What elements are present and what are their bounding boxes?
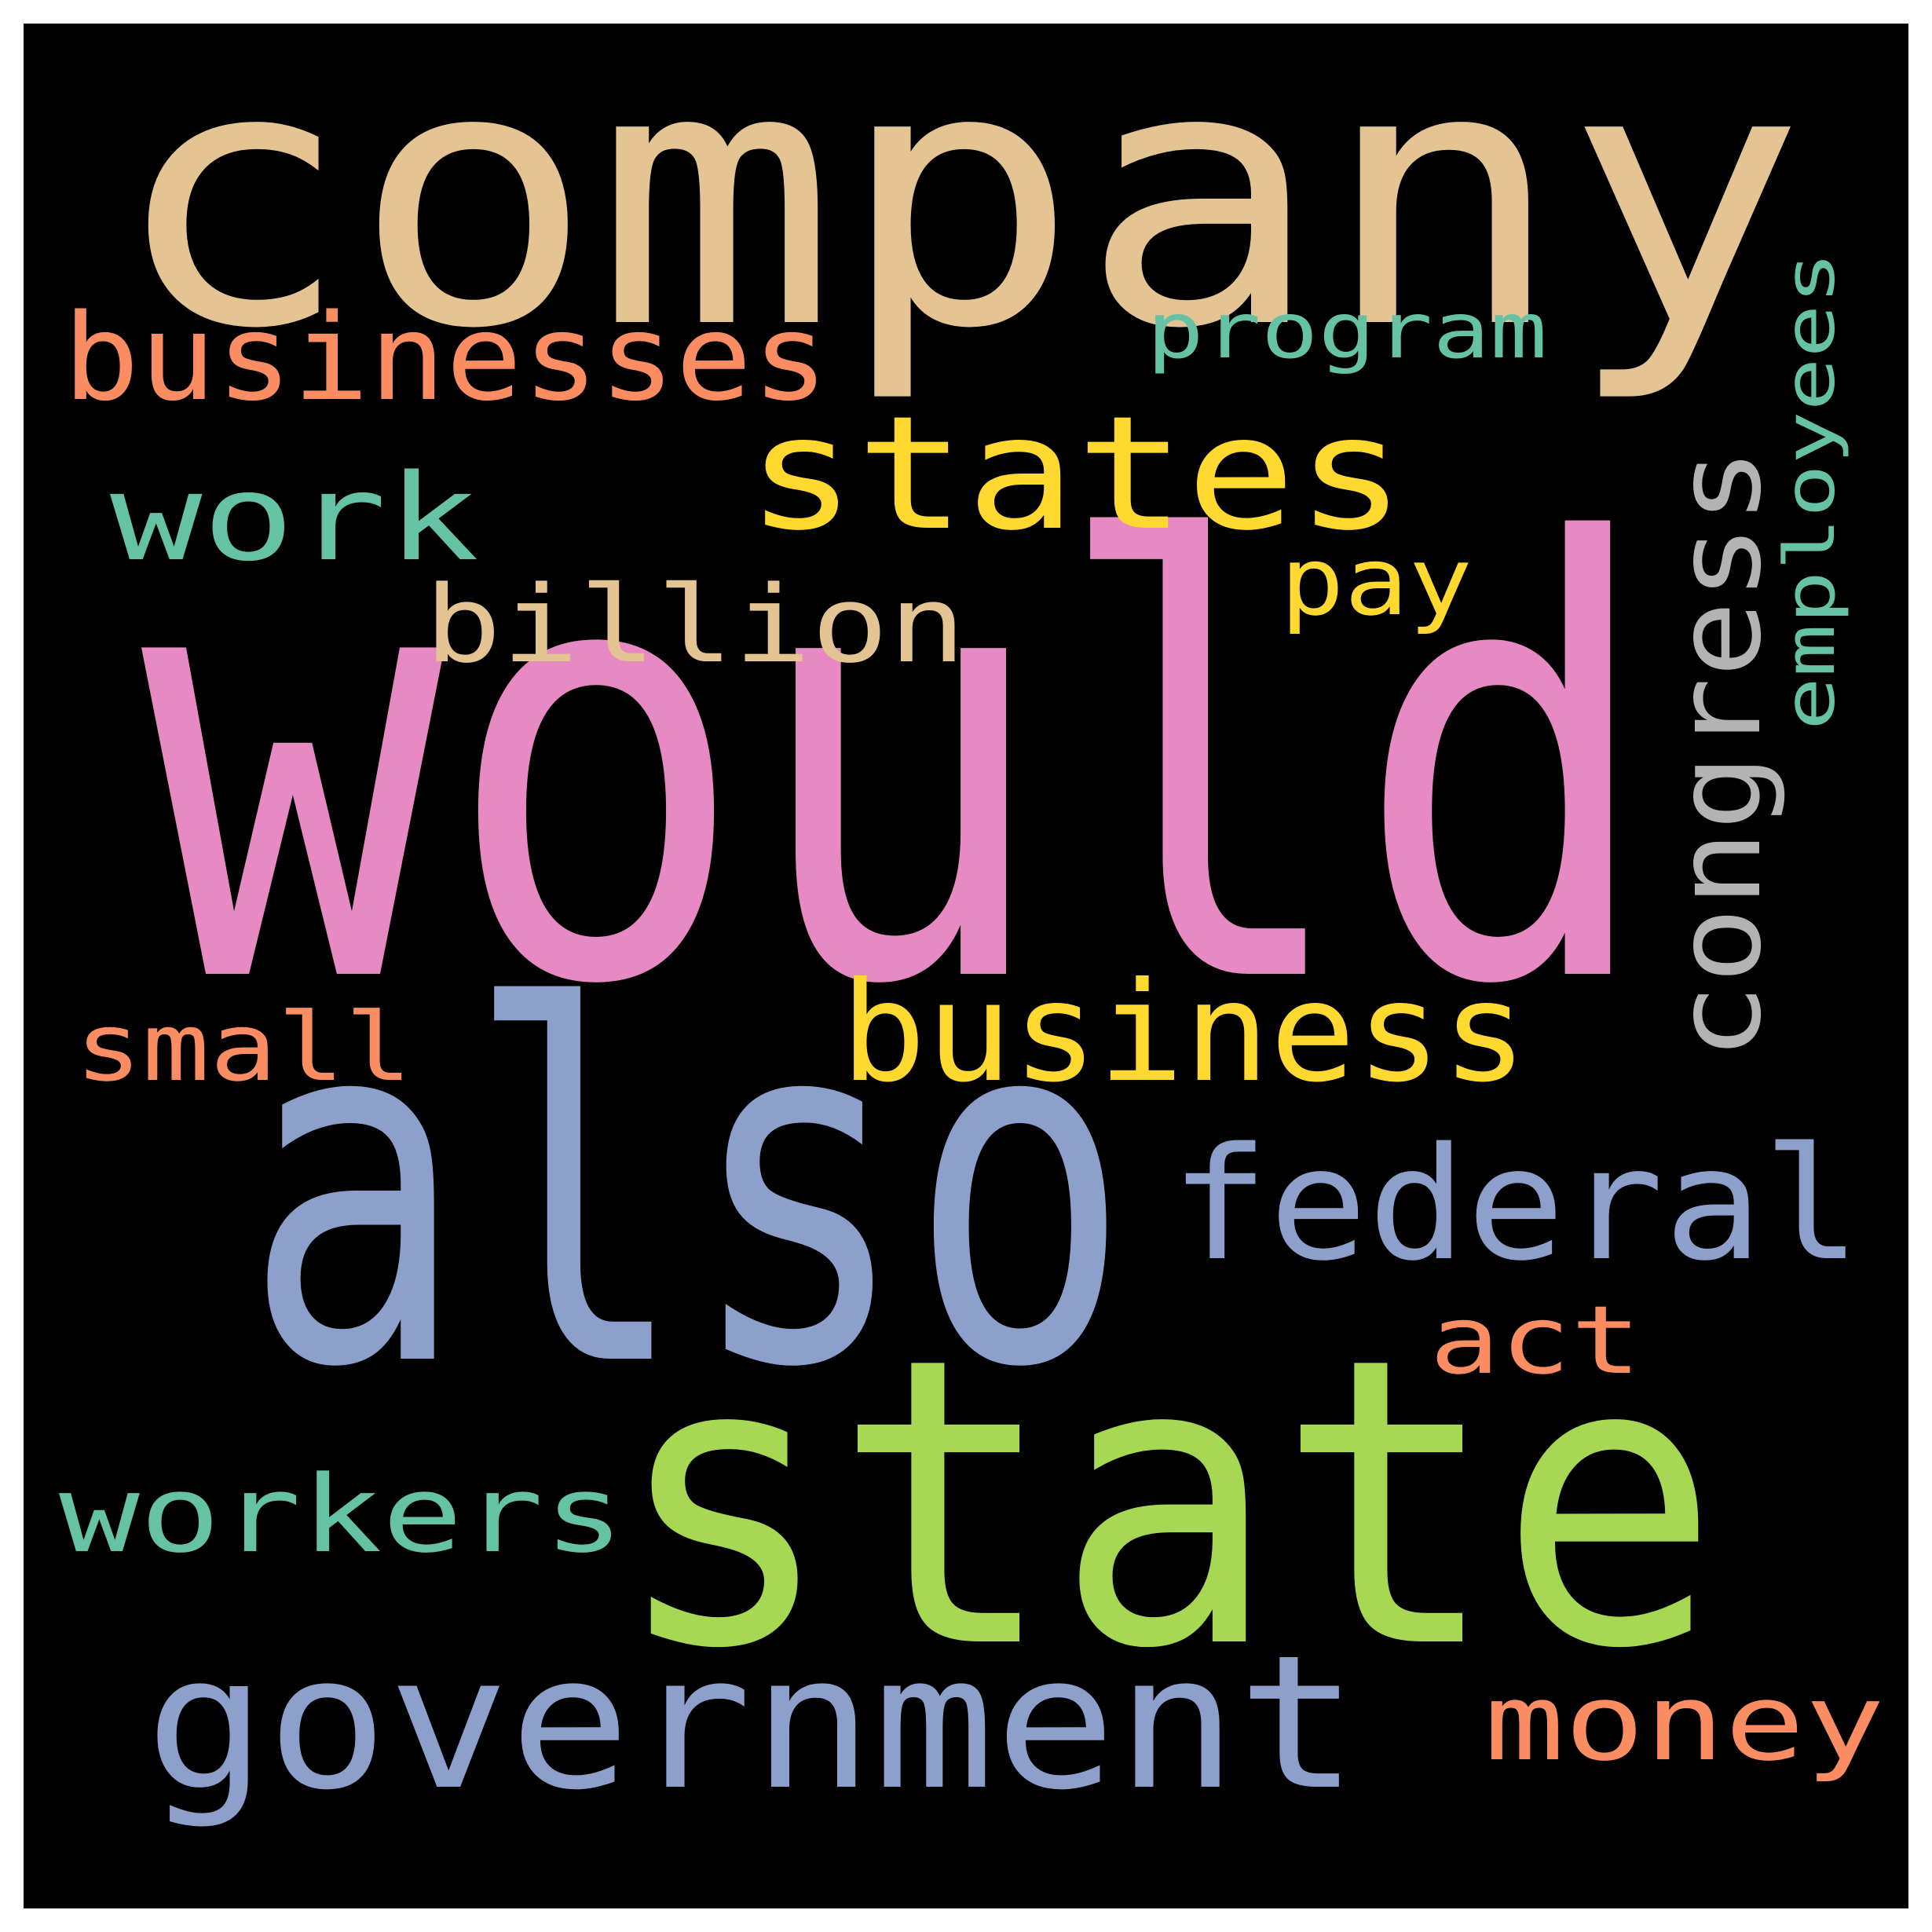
word-also: also xyxy=(243,908,1131,1474)
word-employees: employees xyxy=(1769,251,1850,730)
word-company: company xyxy=(110,24,1806,407)
word-would: would xyxy=(141,421,1657,1115)
word-program: program xyxy=(1147,287,1547,376)
word-cloud-canvas: company would also state government stat… xyxy=(24,24,1908,1908)
word-workers: workers xyxy=(59,1453,624,1576)
word-work: work xyxy=(110,448,479,587)
word-government: government xyxy=(145,1616,1359,1831)
word-congress: congress xyxy=(1651,448,1787,1060)
word-pay: pay xyxy=(1280,528,1473,637)
word-state: state xyxy=(613,1274,1720,1736)
word-small: small xyxy=(75,993,412,1103)
word-federal: federal xyxy=(1170,1114,1861,1295)
word-act: act xyxy=(1429,1286,1641,1396)
word-money: money xyxy=(1484,1661,1885,1784)
word-states: states xyxy=(746,382,1406,565)
word-billion: billion xyxy=(424,563,966,686)
word-businesses: businesses xyxy=(63,288,829,427)
word-cloud-svg: company would also state government stat… xyxy=(59,24,1885,1831)
word-business: business xyxy=(840,953,1528,1113)
